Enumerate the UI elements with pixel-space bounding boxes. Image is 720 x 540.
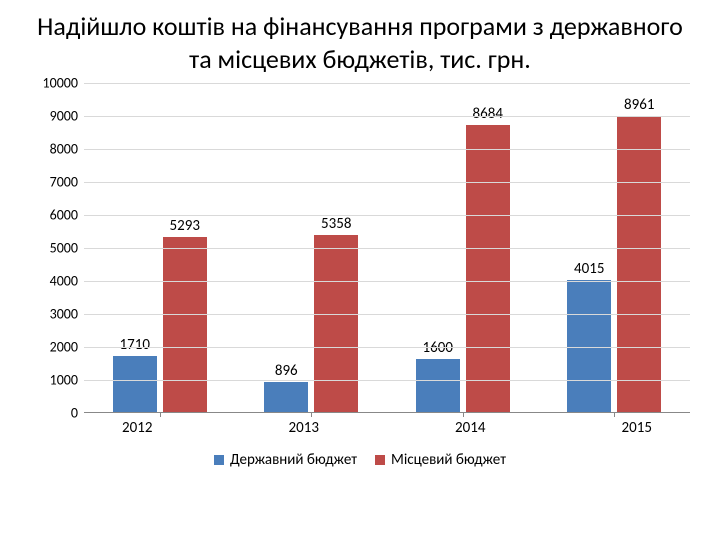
bar-value-label: 5358 xyxy=(321,215,351,233)
y-tick: 3000 xyxy=(50,306,78,323)
bar: 4015 xyxy=(567,280,611,412)
y-tick: 9000 xyxy=(50,108,78,125)
y-tick: 1000 xyxy=(50,372,78,389)
bar-value-label: 896 xyxy=(275,362,298,380)
bar: 896 xyxy=(264,382,308,412)
x-tickmark xyxy=(160,412,161,417)
gridline xyxy=(84,281,690,282)
y-tick: 0 xyxy=(71,405,78,422)
y-tick: 10000 xyxy=(43,75,78,92)
plot-area: 1710529389653581600868440158961 xyxy=(84,83,690,413)
x-axis-label: 2012 xyxy=(54,413,221,437)
chart-title: Надійшло коштів на фінансування програми… xyxy=(0,0,720,75)
legend: Державний бюджет Місцевий бюджет xyxy=(0,437,720,469)
x-tickmark xyxy=(463,412,464,417)
gridline xyxy=(84,215,690,216)
y-tick: 5000 xyxy=(50,240,78,257)
gridline xyxy=(84,182,690,183)
gridline xyxy=(84,149,690,150)
bar: 1710 xyxy=(113,356,157,412)
gridline xyxy=(84,380,690,381)
bar-value-label: 8961 xyxy=(624,96,654,114)
bar: 5293 xyxy=(163,237,207,412)
x-tickmark xyxy=(614,412,615,417)
gridline xyxy=(84,248,690,249)
bar-value-label: 8684 xyxy=(473,105,503,123)
legend-swatch xyxy=(375,455,385,465)
legend-swatch xyxy=(214,455,224,465)
bar-value-label: 1710 xyxy=(120,336,150,354)
gridline xyxy=(84,116,690,117)
y-tick: 7000 xyxy=(50,174,78,191)
gridline xyxy=(84,314,690,315)
y-tick: 4000 xyxy=(50,273,78,290)
bar-value-label: 1600 xyxy=(423,339,453,357)
bar-value-label: 5293 xyxy=(170,217,200,235)
legend-label: Державний бюджет xyxy=(230,451,357,469)
x-axis-labels: 2012201320142015 xyxy=(54,413,720,437)
y-tick: 6000 xyxy=(50,207,78,224)
bar: 5358 xyxy=(314,235,358,412)
chart-area: 0100020003000400050006000700080009000100… xyxy=(30,83,690,413)
y-tick: 2000 xyxy=(50,339,78,356)
bar-value-label: 4015 xyxy=(574,260,604,278)
bar: 8961 xyxy=(617,116,661,412)
y-axis: 0100020003000400050006000700080009000100… xyxy=(30,83,84,413)
y-tick: 8000 xyxy=(50,141,78,158)
bar: 8684 xyxy=(466,125,510,412)
gridline xyxy=(84,83,690,84)
legend-label: Місцевий бюджет xyxy=(391,451,506,469)
x-axis-label: 2013 xyxy=(221,413,388,437)
bar: 1600 xyxy=(416,359,460,412)
x-axis-label: 2014 xyxy=(387,413,554,437)
gridline xyxy=(84,347,690,348)
x-tickmark xyxy=(311,412,312,417)
x-axis-label: 2015 xyxy=(554,413,720,437)
